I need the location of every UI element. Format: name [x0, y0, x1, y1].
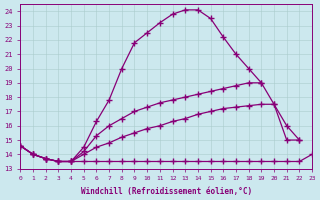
X-axis label: Windchill (Refroidissement éolien,°C): Windchill (Refroidissement éolien,°C): [81, 187, 252, 196]
